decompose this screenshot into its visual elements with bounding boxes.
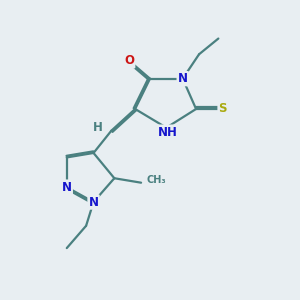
- Text: CH₃: CH₃: [146, 175, 166, 185]
- Text: NH: NH: [158, 126, 178, 139]
- Text: S: S: [219, 103, 227, 116]
- Text: N: N: [88, 196, 98, 208]
- Text: O: O: [124, 54, 134, 67]
- Text: N: N: [62, 181, 72, 194]
- Text: N: N: [178, 72, 188, 85]
- Text: H: H: [93, 121, 103, 134]
